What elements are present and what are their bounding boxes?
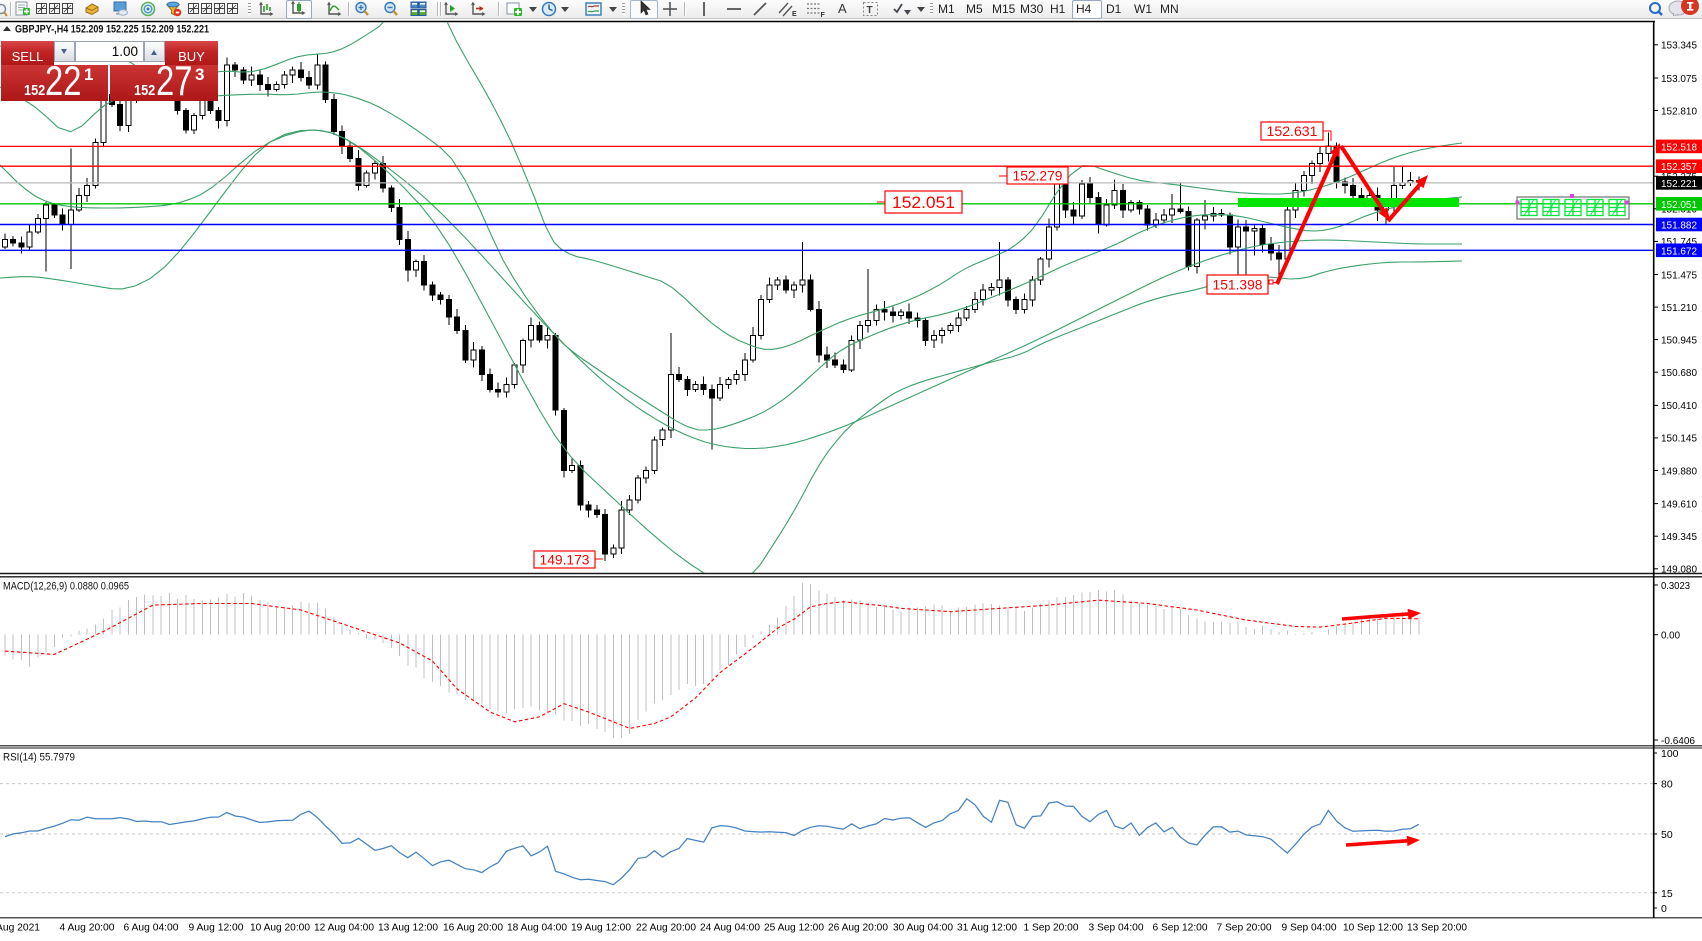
svg-text:150.945: 150.945	[1661, 334, 1697, 346]
svg-text:151.210: 151.210	[1661, 302, 1697, 314]
svg-text:22 Aug 20:00: 22 Aug 20:00	[636, 922, 696, 934]
svg-text:152.518: 152.518	[1661, 141, 1697, 153]
svg-text:152.357: 152.357	[1661, 161, 1697, 173]
svg-text:GBPJPY-,H4 152.209 152.225 15: GBPJPY-,H4 152.209 152.225 152.209 152.2…	[15, 24, 209, 36]
svg-text:153.345: 153.345	[1661, 40, 1697, 52]
svg-text:T: T	[867, 5, 873, 16]
svg-text:RSI(14) 55.7979: RSI(14) 55.7979	[3, 752, 75, 764]
svg-text:9 Sep 04:00: 9 Sep 04:00	[1282, 922, 1337, 934]
svg-text:15: 15	[1661, 888, 1673, 900]
svg-text:25 Aug 12:00: 25 Aug 12:00	[764, 922, 824, 934]
svg-text:0.00: 0.00	[1661, 630, 1680, 642]
svg-text:151.672: 151.672	[1661, 245, 1697, 257]
svg-text:16 Aug 20:00: 16 Aug 20:00	[443, 922, 503, 934]
svg-text:152.631: 152.631	[1267, 123, 1318, 139]
svg-text:149.880: 149.880	[1661, 465, 1697, 477]
svg-text:150.680: 150.680	[1661, 367, 1697, 379]
svg-text:152.051: 152.051	[1661, 199, 1697, 211]
svg-text:151.475: 151.475	[1661, 269, 1697, 281]
svg-text:7 Sep 20:00: 7 Sep 20:00	[1217, 922, 1272, 934]
svg-text:149.080: 149.080	[1661, 564, 1697, 576]
svg-text:80: 80	[1661, 779, 1673, 791]
svg-text:0: 0	[1661, 903, 1667, 915]
svg-text:152.279: 152.279	[1013, 168, 1063, 184]
svg-text:4 Aug 20:00: 4 Aug 20:00	[60, 922, 115, 934]
svg-text:30 Aug 04:00: 30 Aug 04:00	[893, 922, 953, 934]
svg-text:151.882: 151.882	[1661, 220, 1697, 232]
svg-text:150.410: 150.410	[1661, 400, 1697, 412]
svg-text:-0.6406: -0.6406	[1661, 735, 1695, 747]
svg-text:9 Aug 12:00: 9 Aug 12:00	[189, 922, 244, 934]
svg-text:F: F	[821, 12, 826, 17]
svg-text:MACD(12,26,9) 0.0880 0.0965: MACD(12,26,9) 0.0880 0.0965	[3, 581, 129, 593]
svg-text:151.398: 151.398	[1213, 277, 1263, 293]
svg-text:153.075: 153.075	[1661, 73, 1697, 85]
svg-text:12 Aug 04:00: 12 Aug 04:00	[314, 922, 374, 934]
svg-text:18 Aug 04:00: 18 Aug 04:00	[507, 922, 567, 934]
svg-text:6 Sep 12:00: 6 Sep 12:00	[1153, 922, 1208, 934]
svg-text:149.610: 149.610	[1661, 498, 1697, 510]
svg-text:152.221: 152.221	[1661, 178, 1697, 190]
svg-text:50: 50	[1661, 829, 1673, 841]
svg-text:150.145: 150.145	[1661, 433, 1697, 445]
svg-text:13 Sep 20:00: 13 Sep 20:00	[1407, 922, 1467, 934]
svg-text:13 Aug 12:00: 13 Aug 12:00	[378, 922, 438, 934]
svg-text:100: 100	[1661, 748, 1679, 760]
svg-text:26 Aug 20:00: 26 Aug 20:00	[828, 922, 888, 934]
svg-text:149.173: 149.173	[540, 552, 590, 568]
svg-text:10 Aug 20:00: 10 Aug 20:00	[250, 922, 310, 934]
svg-text:149.345: 149.345	[1661, 531, 1697, 543]
svg-text:6 Aug 04:00: 6 Aug 04:00	[124, 922, 179, 934]
svg-text:1 Sep 20:00: 1 Sep 20:00	[1024, 922, 1079, 934]
svg-text:31 Aug 12:00: 31 Aug 12:00	[957, 922, 1017, 934]
svg-text:10 Sep 12:00: 10 Sep 12:00	[1343, 922, 1403, 934]
svg-text:152.051: 152.051	[892, 193, 955, 212]
svg-text:19 Aug 12:00: 19 Aug 12:00	[571, 922, 631, 934]
svg-text:3 Aug 2021: 3 Aug 2021	[0, 922, 40, 934]
svg-text:24 Aug 04:00: 24 Aug 04:00	[700, 922, 760, 934]
svg-text:0.3023: 0.3023	[1661, 580, 1690, 592]
svg-text:3 Sep 04:00: 3 Sep 04:00	[1089, 922, 1144, 934]
svg-text:E: E	[792, 11, 797, 17]
svg-text:152.810: 152.810	[1661, 105, 1697, 117]
